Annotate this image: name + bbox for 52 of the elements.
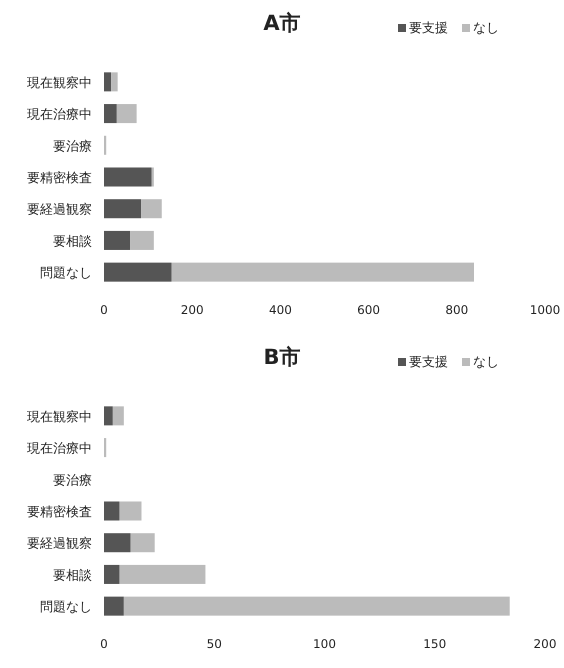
y-tick-label: 現在観察中 bbox=[27, 408, 92, 425]
bar bbox=[119, 564, 206, 584]
bar bbox=[112, 406, 124, 426]
x-tick-label: 0 bbox=[100, 637, 108, 651]
chart-title: B市 bbox=[263, 345, 301, 369]
bar bbox=[104, 564, 120, 584]
y-tick-label: 現在治療中 bbox=[27, 442, 92, 457]
x-tick-label: 400 bbox=[268, 303, 292, 317]
y-tick-label: 現在治療中 bbox=[27, 108, 92, 123]
bar bbox=[124, 596, 510, 616]
y-tick-label: 現在観察中 bbox=[27, 74, 92, 91]
bar bbox=[104, 596, 124, 616]
legend-label: なし bbox=[473, 355, 499, 370]
y-tick-label: 要経過観察 bbox=[27, 536, 92, 552]
bar bbox=[141, 199, 162, 218]
x-tick-label: 150 bbox=[423, 637, 446, 651]
x-tick-label: 0 bbox=[100, 303, 108, 317]
x-tick-label: 200 bbox=[534, 637, 556, 651]
x-tick-label: 1000 bbox=[530, 303, 560, 317]
bar bbox=[104, 501, 120, 521]
y-tick-label: 問題なし bbox=[40, 266, 92, 282]
x-tick-label: 800 bbox=[445, 303, 468, 317]
bar bbox=[171, 262, 474, 282]
bar bbox=[104, 104, 117, 124]
y-tick-label: 要精密検査 bbox=[27, 171, 92, 186]
bar bbox=[116, 104, 137, 124]
x-tick-label: 100 bbox=[313, 637, 336, 651]
bar bbox=[104, 406, 113, 426]
legend-label: 要支援 bbox=[409, 21, 448, 36]
bar bbox=[104, 199, 142, 218]
bar bbox=[104, 230, 130, 250]
x-tick-label: 50 bbox=[206, 637, 222, 651]
y-tick-label: 要治療 bbox=[53, 473, 92, 488]
y-tick-label: 要相談 bbox=[53, 568, 92, 584]
bar bbox=[104, 72, 112, 92]
x-tick-label: 600 bbox=[357, 303, 380, 317]
legend-label: 要支援 bbox=[409, 355, 448, 370]
bar bbox=[130, 533, 155, 552]
bar bbox=[111, 72, 118, 92]
bar bbox=[130, 230, 154, 250]
y-tick-label: 要精密検査 bbox=[27, 505, 92, 520]
y-tick-label: 要経過観察 bbox=[27, 202, 92, 218]
chart-title: A市 bbox=[263, 11, 301, 35]
bar bbox=[104, 262, 172, 282]
y-tick-label: 要治療 bbox=[53, 139, 92, 154]
bar bbox=[104, 167, 152, 187]
legend-label: なし bbox=[473, 21, 499, 36]
bar bbox=[119, 501, 142, 521]
x-tick-label: 200 bbox=[180, 303, 204, 317]
bar bbox=[104, 533, 130, 552]
y-tick-label: 問題なし bbox=[40, 600, 92, 616]
y-tick-label: 要相談 bbox=[53, 234, 92, 250]
